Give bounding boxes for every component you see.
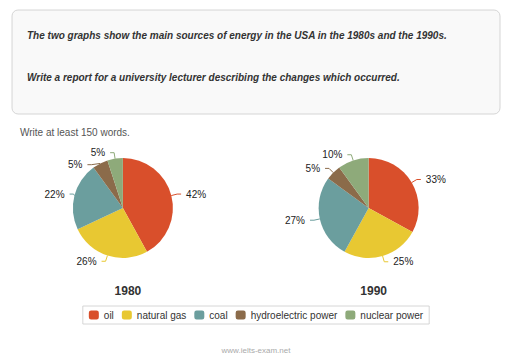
svg-text:5%: 5% bbox=[306, 163, 321, 174]
svg-text:The two graphs show the main s: The two graphs show the main sources of … bbox=[27, 30, 447, 41]
svg-text:Write at least 150 words.: Write at least 150 words. bbox=[20, 127, 130, 138]
svg-text:5%: 5% bbox=[91, 147, 106, 158]
svg-text:oil: oil bbox=[104, 310, 114, 321]
svg-text:coal: coal bbox=[209, 310, 227, 321]
svg-text:1990: 1990 bbox=[360, 284, 387, 298]
svg-text:nuclear power: nuclear power bbox=[360, 310, 423, 321]
svg-text:22%: 22% bbox=[45, 189, 65, 200]
svg-text:33%: 33% bbox=[426, 174, 446, 185]
svg-text:1980: 1980 bbox=[115, 284, 142, 298]
svg-text:27%: 27% bbox=[285, 215, 305, 226]
svg-text:25%: 25% bbox=[393, 256, 413, 267]
svg-text:Write a report for a universit: Write a report for a university lecturer… bbox=[27, 72, 400, 83]
svg-text:42%: 42% bbox=[186, 189, 206, 200]
svg-text:26%: 26% bbox=[77, 256, 97, 267]
svg-text:hydroelectric power: hydroelectric power bbox=[251, 310, 338, 321]
svg-text:natural gas: natural gas bbox=[137, 310, 186, 321]
svg-text:5%: 5% bbox=[68, 159, 83, 170]
svg-text:10%: 10% bbox=[322, 149, 342, 160]
svg-text:www.ielts-exam.net: www.ielts-exam.net bbox=[221, 346, 292, 355]
